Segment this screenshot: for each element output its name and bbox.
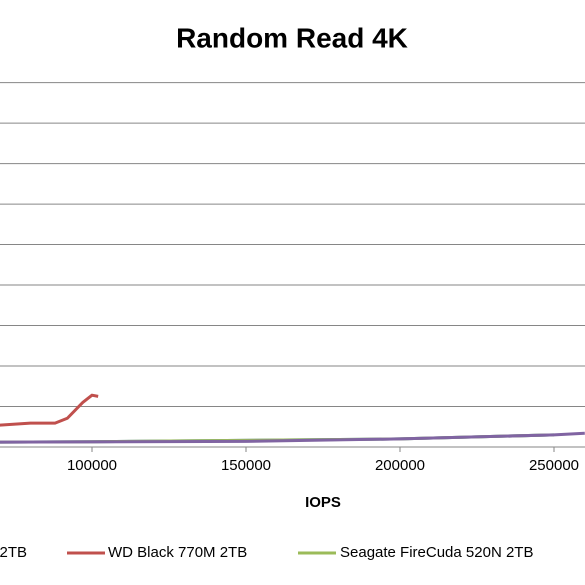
series-line [0,431,585,444]
x-tick-label: 250000 [529,457,579,474]
legend-label: Seagate FireCuda 520N 2TB [340,544,533,561]
x-tick-label: 200000 [375,457,425,474]
legend-label: i 2TB [0,544,27,561]
chart-title: Random Read 4K [176,22,408,53]
x-tick-label: 100000 [67,457,117,474]
x-tick-label: 150000 [221,457,271,474]
legend-label: WD Black 770M 2TB [108,544,247,561]
series-line [0,393,99,427]
x-axis-title: IOPS [305,494,341,511]
